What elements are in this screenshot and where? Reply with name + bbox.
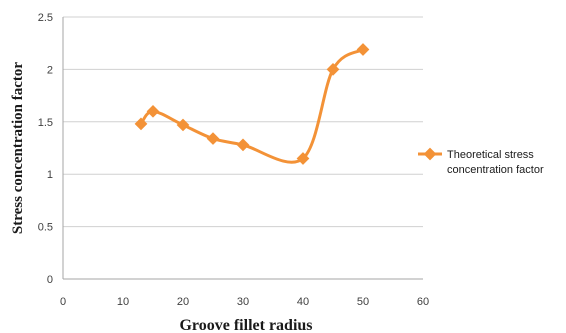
y-tick-label: 2.5 xyxy=(38,12,53,24)
x-tick-label: 30 xyxy=(237,296,249,308)
axes xyxy=(62,17,423,280)
y-axis-title: Stress concentration factor xyxy=(10,62,26,235)
x-tick-label: 0 xyxy=(60,296,66,308)
x-tick-labels: 0 10 20 30 40 50 60 xyxy=(60,296,429,308)
y-tick-labels: 0 0.5 1 1.5 2 2.5 xyxy=(38,12,53,286)
x-tick-label: 20 xyxy=(177,296,189,308)
data-point-marker xyxy=(176,118,190,132)
legend-marker xyxy=(423,147,437,161)
x-tick-label: 60 xyxy=(417,296,429,308)
data-point-marker xyxy=(296,152,310,165)
y-tick-label: 1.5 xyxy=(38,117,53,129)
legend-label: Theoretical stress concentration factor xyxy=(447,149,544,176)
data-point-marker xyxy=(146,104,160,118)
grid-lines xyxy=(63,16,423,228)
x-tick-label: 10 xyxy=(117,296,129,308)
x-tick-label: 50 xyxy=(357,296,369,308)
data-point-marker xyxy=(356,43,370,56)
x-axis-title: Groove fillet radius xyxy=(179,317,312,333)
data-point-marker xyxy=(236,138,250,152)
y-tick-label: 0.5 xyxy=(38,222,53,234)
x-tick-label: 40 xyxy=(297,296,309,308)
data-point-marker xyxy=(326,63,340,76)
y-tick-label: 2 xyxy=(47,64,53,76)
y-tick-label: 0 xyxy=(47,274,53,286)
series-group xyxy=(134,43,370,165)
y-tick-label: 1 xyxy=(47,169,53,181)
data-point-marker xyxy=(206,132,220,145)
data-point-marker xyxy=(134,117,148,131)
legend: Theoretical stress concentration factor xyxy=(418,147,544,176)
